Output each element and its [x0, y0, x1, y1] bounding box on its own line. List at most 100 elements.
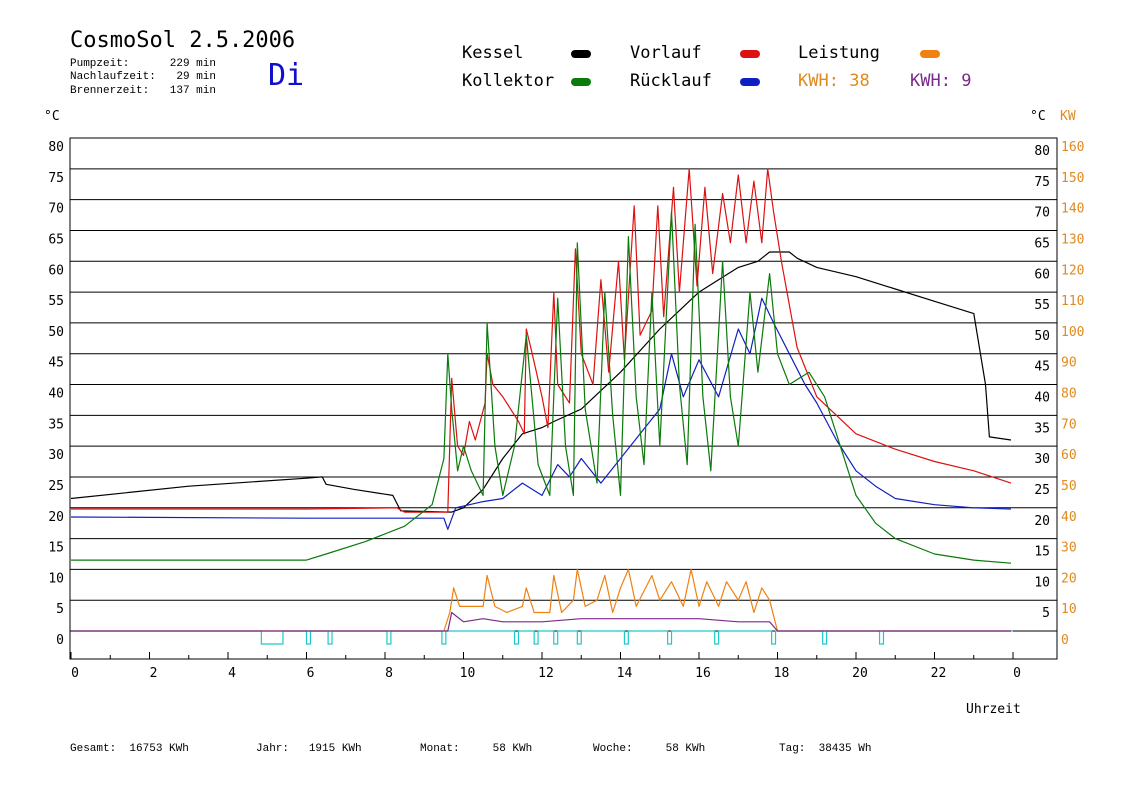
- y-right-c-tick-label: 30: [1034, 452, 1050, 467]
- y-left-tick-label: 45: [48, 356, 64, 371]
- y-left-tick-label: 70: [48, 202, 64, 217]
- series-ruecklauf-line: [70, 297, 1012, 530]
- pump-signal-line: [71, 630, 1013, 645]
- y-right-kw-tick-label: 60: [1061, 448, 1077, 463]
- x-tick-label: 12: [538, 666, 554, 681]
- y-right-kw-tick-label: 100: [1061, 325, 1084, 340]
- y-right-kw-tick-label: 140: [1061, 202, 1084, 217]
- x-tick-label: 10: [460, 666, 476, 681]
- right-axis-unit-c: °C: [1030, 109, 1046, 124]
- y-left-tick-label: 25: [48, 479, 64, 494]
- y-left-tick-label: 15: [48, 541, 64, 556]
- x-tick-label: 0: [1013, 666, 1021, 681]
- y-left-tick-label: 40: [48, 387, 64, 402]
- y-right-kw-tick-label: 40: [1061, 510, 1077, 525]
- y-right-kw-tick-label: 90: [1061, 356, 1077, 371]
- series-kwh2-line: [71, 611, 1011, 632]
- chart-ticks: 0 2 4 6 8 10 12 14 16 18 20 22 005101520253035404550…: [48, 140, 1084, 681]
- y-right-kw-tick-label: 10: [1061, 602, 1077, 617]
- legend-vorlauf-label: Vorlauf: [630, 43, 702, 63]
- legend-kollektor-label: Kollektor: [462, 71, 555, 91]
- series-kessel-line: [70, 251, 1012, 513]
- x-tick-label: 14: [617, 666, 633, 681]
- chart-series: [70, 168, 1013, 645]
- footer-tag: Tag: 38435 Wh: [779, 743, 872, 755]
- legend-vorlauf-swatch: [740, 50, 760, 58]
- legend-leistung-label: Leistung: [798, 43, 880, 63]
- legend-kwh-leistung: KWH: 38: [798, 71, 870, 91]
- y-right-c-tick-label: 50: [1034, 329, 1050, 344]
- y-left-tick-label: 0: [56, 633, 64, 648]
- series-leistung-line: [71, 568, 1011, 632]
- y-right-kw-tick-label: 50: [1061, 479, 1077, 494]
- y-left-tick-label: 75: [48, 171, 64, 186]
- y-right-kw-tick-label: 30: [1061, 541, 1077, 556]
- legend-kessel-label: Kessel: [462, 43, 524, 63]
- y-right-c-tick-label: 70: [1034, 206, 1050, 221]
- x-tick-label: 6: [307, 666, 315, 681]
- x-tick-label: 18: [774, 666, 790, 681]
- y-right-kw-tick-label: 70: [1061, 417, 1077, 432]
- y-left-tick-label: 65: [48, 232, 64, 247]
- y-left-tick-label: 30: [48, 448, 64, 463]
- left-axis-unit: °C: [44, 109, 60, 124]
- y-right-c-tick-label: 15: [1034, 545, 1050, 560]
- y-right-c-tick-label: 75: [1034, 175, 1050, 190]
- legend-leistung-swatch: [920, 50, 940, 58]
- legend-kessel-swatch: [571, 50, 591, 58]
- x-tick-label: 4: [228, 666, 236, 681]
- weekday-label: Di: [268, 58, 305, 93]
- y-left-tick-label: 50: [48, 325, 64, 340]
- y-left-tick-label: 5: [56, 602, 64, 617]
- y-right-kw-tick-label: 80: [1061, 387, 1077, 402]
- footer-monat: Monat: 58 KWh: [420, 743, 533, 755]
- y-left-tick-label: 35: [48, 417, 64, 432]
- y-right-c-tick-label: 55: [1034, 298, 1050, 313]
- legend-kollektor-swatch: [571, 78, 591, 86]
- chart-grid: [69, 137, 1058, 660]
- y-left-tick-label: 80: [48, 140, 64, 155]
- stat-brennerzeit: Brennerzeit: 137 min: [70, 85, 216, 97]
- y-right-c-tick-label: 65: [1034, 236, 1050, 251]
- right-axis-unit-kw: KW: [1060, 109, 1076, 124]
- y-right-c-tick-label: 20: [1034, 514, 1050, 529]
- y-right-c-tick-label: 10: [1034, 575, 1050, 590]
- x-tick-label: 22: [931, 666, 947, 681]
- legend-kwh-purple: KWH: 9: [910, 71, 972, 91]
- y-right-kw-tick-label: 130: [1061, 232, 1084, 247]
- x-axis-label: Uhrzeit: [966, 702, 1021, 717]
- y-right-c-tick-label: 40: [1034, 391, 1050, 406]
- stat-nachlaufzeit: Nachlaufzeit: 29 min: [70, 71, 216, 83]
- x-tick-label: 2: [150, 666, 158, 681]
- y-right-c-tick-label: 45: [1034, 360, 1050, 375]
- y-right-c-tick-label: 25: [1034, 483, 1050, 498]
- y-right-c-tick-label: 60: [1034, 267, 1050, 282]
- footer-gesamt: Gesamt: 16753 KWh: [70, 743, 189, 755]
- y-right-kw-tick-label: 20: [1061, 571, 1077, 586]
- y-right-c-tick-label: 5: [1042, 606, 1050, 621]
- y-left-tick-label: 55: [48, 294, 64, 309]
- y-left-tick-label: 60: [48, 263, 64, 278]
- y-right-kw-tick-label: 160: [1061, 140, 1084, 155]
- series-kollektor-line: [71, 211, 1012, 564]
- series-vorlauf-line: [71, 168, 1012, 513]
- y-right-kw-tick-label: 120: [1061, 263, 1084, 278]
- y-left-tick-label: 10: [48, 571, 64, 586]
- y-left-tick-label: 20: [48, 510, 64, 525]
- legend-ruecklauf-swatch: [740, 78, 760, 86]
- footer-jahr: Jahr: 1915 KWh: [256, 743, 362, 755]
- chart-title: CosmoSol 2.5.2006: [70, 28, 296, 53]
- y-right-c-tick-label: 35: [1034, 421, 1050, 436]
- y-right-kw-tick-label: 110: [1061, 294, 1084, 309]
- y-right-c-tick-label: 80: [1034, 144, 1050, 159]
- x-tick-label: 20: [852, 666, 868, 681]
- stat-pumpzeit: Pumpzeit: 229 min: [70, 58, 216, 70]
- x-tick-label: 8: [385, 666, 393, 681]
- legend-ruecklauf-label: Rücklauf: [630, 71, 712, 91]
- x-tick-label: 16: [695, 666, 711, 681]
- y-right-kw-tick-label: 0: [1061, 633, 1069, 648]
- footer-woche: Woche: 58 KWh: [593, 743, 706, 755]
- y-right-kw-tick-label: 150: [1061, 171, 1084, 186]
- x-tick-label: 0: [71, 666, 79, 681]
